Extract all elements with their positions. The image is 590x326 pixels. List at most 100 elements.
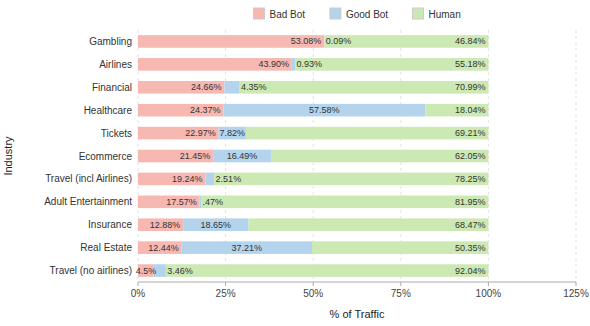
bar xyxy=(295,58,488,71)
bar xyxy=(248,218,488,231)
y-tick-label: Insurance xyxy=(88,219,132,230)
bar xyxy=(183,218,248,231)
tick-mark xyxy=(400,282,401,286)
bar xyxy=(224,81,239,94)
bar xyxy=(201,196,488,209)
data-label: 57.58% xyxy=(309,105,340,115)
data-label: 68.47% xyxy=(455,220,486,230)
bar xyxy=(138,35,324,48)
bar xyxy=(200,196,202,209)
grid-line xyxy=(576,30,577,282)
bar xyxy=(166,264,489,277)
x-tick-label: 125% xyxy=(563,288,589,299)
bar xyxy=(205,173,214,186)
bar xyxy=(312,241,488,254)
tick-mark xyxy=(313,282,314,286)
data-label: 92.04% xyxy=(455,266,486,276)
bar xyxy=(138,196,200,209)
tick-mark xyxy=(138,282,139,286)
data-label: 0.93% xyxy=(296,59,322,69)
bar xyxy=(138,173,205,186)
y-tick-label: Travel (incl Airlines) xyxy=(45,173,132,184)
legend-label: Bad Bot xyxy=(270,9,306,20)
data-label: 18.04% xyxy=(455,105,486,115)
data-label: 43.90% xyxy=(258,59,289,69)
legend-swatch xyxy=(413,8,424,19)
y-tick-label: Ecommerce xyxy=(79,151,133,162)
data-label: 21.45% xyxy=(180,151,211,161)
tick-mark xyxy=(576,282,577,286)
data-label: 0.09% xyxy=(326,36,352,46)
data-label: .47% xyxy=(203,197,224,207)
bar xyxy=(214,173,488,186)
x-axis-line xyxy=(138,282,576,283)
bars xyxy=(138,35,488,277)
grid xyxy=(138,30,576,282)
bar xyxy=(138,81,224,94)
y-axis-title: Industry xyxy=(2,136,14,176)
data-label: 24.66% xyxy=(191,82,222,92)
bar xyxy=(138,104,223,117)
data-label: 17.57% xyxy=(166,197,197,207)
y-tick-label: Travel (no airlines) xyxy=(50,265,132,276)
data-label: 4.5% xyxy=(136,266,157,276)
bar xyxy=(292,58,295,71)
chart: 0% 25% 50% 75% 100% 125% 53.08% 43.90% 24.66% 24.… xyxy=(0,0,590,326)
bar xyxy=(138,241,182,254)
bar xyxy=(138,150,213,163)
data-label: 53.08% xyxy=(291,36,322,46)
data-label: 16.49% xyxy=(227,151,258,161)
data-label: 7.82% xyxy=(219,128,245,138)
legend-swatch xyxy=(330,8,341,19)
legend: Bad Bot Good Bot Human xyxy=(254,8,461,20)
y-tick-label: Real Estate xyxy=(80,242,132,253)
x-tick-label: 0% xyxy=(131,288,146,299)
data-label: 50.35% xyxy=(455,243,486,253)
bar xyxy=(213,150,271,163)
bar xyxy=(138,127,218,140)
x-tick-label: 25% xyxy=(216,288,236,299)
data-label: 2.51% xyxy=(216,174,242,184)
data-labels: 53.08% 43.90% 24.66% 24.37% 22.97% 21.45% 19.2… xyxy=(136,36,486,275)
data-label: 19.24% xyxy=(172,174,203,184)
x-tick-label: 75% xyxy=(391,288,411,299)
y-tick-label: Healthcare xyxy=(84,105,133,116)
data-label: 24.37% xyxy=(190,105,221,115)
y-tick-label: Airlines xyxy=(99,59,132,70)
bar xyxy=(240,81,489,94)
bar xyxy=(223,104,425,117)
data-label: 4.35% xyxy=(241,82,267,92)
bar xyxy=(138,218,183,231)
tick-mark xyxy=(488,282,489,286)
bar xyxy=(218,127,245,140)
y-tick-label: Gambling xyxy=(89,36,132,47)
bar xyxy=(182,241,312,254)
data-label: 81.95% xyxy=(455,197,486,207)
data-label: 70.99% xyxy=(455,82,486,92)
data-label: 78.25% xyxy=(455,174,486,184)
data-label: 12.88% xyxy=(150,220,181,230)
data-label: 37.21% xyxy=(232,243,263,253)
data-label: 18.65% xyxy=(201,220,232,230)
y-tick-label: Financial xyxy=(92,82,132,93)
y-tick-label: Adult Entertainment xyxy=(44,196,132,207)
bar xyxy=(425,104,488,117)
bar xyxy=(271,150,488,163)
data-label: 69.21% xyxy=(455,128,486,138)
legend-label: Human xyxy=(429,9,461,20)
legend-label: Good Bot xyxy=(346,9,388,20)
bar xyxy=(138,58,292,71)
y-tick-label: Tickets xyxy=(101,128,132,139)
tick-mark xyxy=(225,282,226,286)
bar xyxy=(324,35,488,48)
x-tick-label: 100% xyxy=(476,288,502,299)
data-label: 22.97% xyxy=(185,128,216,138)
bar xyxy=(246,127,489,140)
data-label: 46.84% xyxy=(455,36,486,46)
data-label: 3.46% xyxy=(167,266,193,276)
x-tick-label: 50% xyxy=(303,288,323,299)
data-label: 55.18% xyxy=(455,59,486,69)
x-axis-title: % of Traffic xyxy=(330,308,385,320)
data-label: 62.05% xyxy=(455,151,486,161)
data-label: 12.44% xyxy=(148,243,179,253)
